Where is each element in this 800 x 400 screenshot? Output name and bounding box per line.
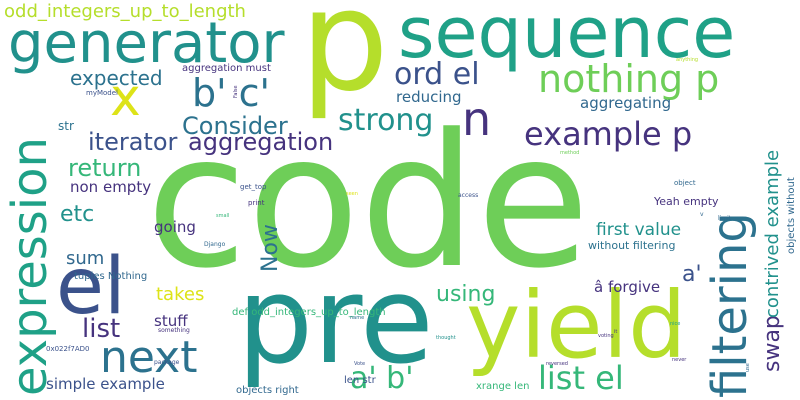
word-yeah-empty: Yeah empty xyxy=(654,195,719,208)
word-etc: etc xyxy=(60,202,95,227)
word-anything: anything xyxy=(676,57,699,63)
word-iterator: iterator xyxy=(88,128,178,156)
word-non-empty: non empty xyxy=(70,178,152,196)
word-a-b: a' b' xyxy=(350,361,414,396)
word-pre: pre xyxy=(237,252,434,391)
word-sequence: sequence xyxy=(398,0,736,74)
word-ord-el: ord el xyxy=(394,57,480,92)
word-without-filtering: without filtering xyxy=(588,239,676,252)
word-going: going xyxy=(154,218,196,236)
word-swap: swap xyxy=(760,315,785,372)
word-now: Now xyxy=(258,224,283,272)
word-x: x xyxy=(110,68,141,128)
word-nothing-p: nothing p xyxy=(538,57,720,101)
word-aggregation-must: aggregation must xyxy=(182,63,271,74)
word-voting: voting xyxy=(598,333,614,339)
word-nice: nice xyxy=(670,321,681,327)
word-xrange-len: xrange len xyxy=(476,381,530,392)
word-method: method xyxy=(560,150,580,156)
word-el: el xyxy=(56,242,126,332)
word-p: p xyxy=(300,0,389,123)
word-seen: seen xyxy=(346,191,358,197)
word-aggregation: aggregation xyxy=(188,128,334,156)
word-object: object xyxy=(674,179,696,187)
word-example-p: example p xyxy=(524,115,693,153)
word-str: str xyxy=(58,119,74,133)
word-something: something xyxy=(158,327,190,334)
word-never: never xyxy=(672,357,687,363)
word-next: next xyxy=(100,332,198,383)
word-limit: limit xyxy=(718,215,732,222)
word-django: Django xyxy=(204,241,226,248)
word-first-value: first value xyxy=(596,220,682,240)
word-package: package xyxy=(154,359,180,366)
word-list-el: list el xyxy=(538,359,624,397)
word-yield: yield xyxy=(466,272,687,379)
word-v: v xyxy=(700,211,704,218)
word-mymodel: myModel xyxy=(86,89,118,97)
word-false: False xyxy=(233,85,239,98)
word-objects-right: objects right xyxy=(236,385,299,396)
word-expected: expected xyxy=(70,66,163,90)
word-objects-without: objects without xyxy=(786,177,797,254)
word-small: small xyxy=(216,213,230,219)
word-use: use xyxy=(745,363,751,372)
word-return: return xyxy=(68,154,142,182)
word-a-quote: a' xyxy=(682,262,702,287)
word-reversed: reversed xyxy=(546,361,568,367)
word-thought: thought xyxy=(436,335,456,341)
word-it: it xyxy=(614,329,618,335)
word-len-str: len str xyxy=(344,375,376,386)
word-aggregating: aggregating xyxy=(580,94,672,112)
word-access: access xyxy=(458,192,479,199)
word-takes: takes xyxy=(156,284,205,305)
word-n: n xyxy=(462,92,492,146)
word-sum: sum xyxy=(66,248,105,269)
word-expression: expression xyxy=(2,137,58,396)
word-contrived-example: contrived example xyxy=(762,149,783,318)
word-tuples-nothing: tuples Nothing xyxy=(74,271,148,282)
word-hex-addr: 0x022f7AD0 xyxy=(46,345,90,353)
word-consider: Consider xyxy=(182,112,288,140)
word-get-top: get_top xyxy=(240,183,267,191)
word-print: print xyxy=(248,199,265,207)
word-code: code xyxy=(146,95,590,309)
word-reducing: reducing xyxy=(396,88,462,106)
word-forgive: â forgive xyxy=(594,278,661,296)
word-vote: Vote xyxy=(354,361,366,367)
word-using: using xyxy=(436,282,496,307)
word-list: list xyxy=(82,314,121,344)
word-generator: generator xyxy=(8,11,285,76)
word-strong: strong xyxy=(338,103,434,138)
word-def-odd: def odd_integers_up_to_length xyxy=(232,307,386,318)
word-b-c: b' c' xyxy=(192,71,270,115)
word-odd-integers: odd_integers_up_to_length xyxy=(4,1,246,22)
word-stuff: stuff xyxy=(154,312,188,330)
word-simple-example: simple example xyxy=(46,375,165,393)
word-name: name xyxy=(350,315,365,321)
